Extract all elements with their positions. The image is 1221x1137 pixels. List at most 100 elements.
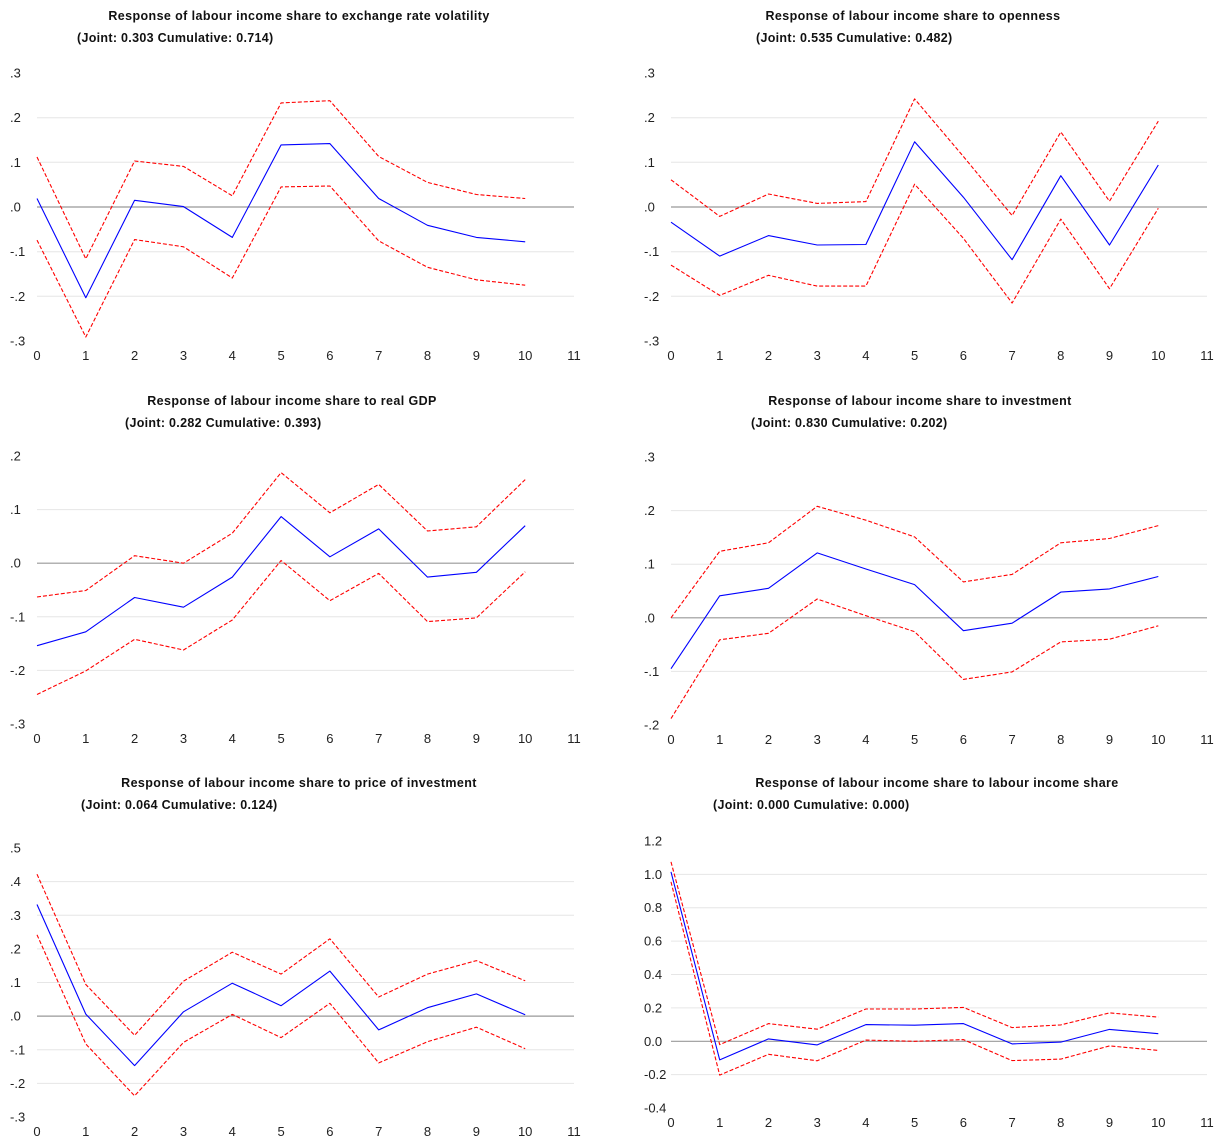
y-tick-label: .0 xyxy=(10,1009,21,1024)
y-tick-label: .1 xyxy=(10,502,21,517)
lower-band-line xyxy=(670,881,1159,1076)
y-tick-label: -.3 xyxy=(644,334,659,349)
x-tick-label: 5 xyxy=(911,1115,918,1130)
y-tick-label: .1 xyxy=(10,975,21,990)
chart-panel-investment: Response of labour income share to inves… xyxy=(621,385,1221,755)
y-tick-label: .0 xyxy=(644,200,655,215)
line-chart: -0.4 -0.2 0.0 0.2 0.4 0.6 0.8 1.0 1.2 0 1 2 3 4 5 6 7 8 9 1… xyxy=(644,834,1214,1131)
x-tick-label: 8 xyxy=(1057,348,1064,363)
y-tick-label: 0.2 xyxy=(644,1000,662,1015)
x-tick-label: 5 xyxy=(911,348,918,363)
x-tick-label: 10 xyxy=(518,731,532,746)
chart-subtitle: (Joint: 0.064 Cumulative: 0.124) xyxy=(81,798,278,812)
y-tick-label: .2 xyxy=(10,449,21,464)
chart-subtitle: (Joint: 0.535 Cumulative: 0.482) xyxy=(756,31,953,45)
x-tick-label: 8 xyxy=(424,731,431,746)
x-tick-label: 4 xyxy=(862,1115,869,1130)
x-tick-label: 3 xyxy=(180,348,187,363)
y-tick-label: -.3 xyxy=(10,334,25,349)
chart-title: Response of labour income share to excha… xyxy=(108,9,490,23)
y-tick-label: .4 xyxy=(10,874,21,889)
x-tick-label: 11 xyxy=(1200,348,1214,363)
x-tick-label: 11 xyxy=(1200,1115,1214,1130)
y-tick-label: 1.2 xyxy=(644,834,662,849)
chart-title: Response of labour income share to labou… xyxy=(755,776,1119,790)
y-tick-label: .0 xyxy=(644,610,655,625)
x-tick-label: 10 xyxy=(1151,1115,1165,1130)
chart-title: Response of labour income share to real … xyxy=(147,394,437,408)
line-chart: -.3 -.2 -.1 .0 .1 .2 .3 .4 .5 0 1 2 3 4 5 6 7 8 9 10 11 xyxy=(10,841,581,1137)
y-tick-label: 0.6 xyxy=(644,934,662,949)
x-tick-label: 11 xyxy=(1200,732,1214,747)
x-tick-label: 5 xyxy=(277,731,284,746)
x-tick-label: 8 xyxy=(1057,732,1064,747)
line-chart: -.3 -.2 -.1 .0 .1 .2 0 1 2 3 4 5 6 7 8 9 10 11 xyxy=(10,449,581,747)
y-tick-label: -.2 xyxy=(644,718,659,733)
y-tick-label: -.1 xyxy=(10,1042,25,1057)
x-tick-label: 9 xyxy=(1106,1115,1113,1130)
x-tick-label: 2 xyxy=(765,732,772,747)
response-line xyxy=(36,143,526,299)
chart-panel-openness: Response of labour income share to openn… xyxy=(621,0,1221,370)
chart-title: Response of labour income share to openn… xyxy=(765,9,1061,23)
chart-title: Response of labour income share to inves… xyxy=(768,394,1072,408)
y-tick-label: .2 xyxy=(10,110,21,125)
x-tick-label: 6 xyxy=(326,731,333,746)
y-tick-label: -.1 xyxy=(644,244,659,259)
x-tick-label: 4 xyxy=(862,348,869,363)
x-tick-label: 11 xyxy=(567,1124,581,1137)
y-tick-label: .0 xyxy=(10,556,21,571)
x-tick-label: 4 xyxy=(229,1124,236,1137)
x-tick-label: 9 xyxy=(473,731,480,746)
y-tick-label: -.3 xyxy=(10,717,25,732)
upper-band-line xyxy=(670,98,1159,217)
x-tick-label: 9 xyxy=(1106,732,1113,747)
lower-band-line xyxy=(36,185,526,338)
x-tick-label: 9 xyxy=(473,1124,480,1137)
y-tick-label: -0.2 xyxy=(644,1067,666,1082)
x-tick-label: 3 xyxy=(814,348,821,363)
x-tick-label: 5 xyxy=(911,732,918,747)
x-tick-label: 0 xyxy=(33,731,40,746)
y-tick-label: -.2 xyxy=(10,1076,25,1091)
x-tick-label: 6 xyxy=(326,348,333,363)
upper-band-line xyxy=(36,472,526,598)
x-tick-label: 10 xyxy=(518,348,532,363)
chart-panel-price-of-investment: Response of labour income share to price… xyxy=(0,767,600,1137)
y-tick-label: .3 xyxy=(10,908,21,923)
upper-band-line xyxy=(670,861,1159,1046)
x-tick-label: 3 xyxy=(180,731,187,746)
x-tick-label: 7 xyxy=(1008,732,1015,747)
x-tick-label: 7 xyxy=(375,1124,382,1137)
x-tick-label: 3 xyxy=(180,1124,187,1137)
upper-band-line xyxy=(36,100,526,260)
x-tick-label: 6 xyxy=(960,732,967,747)
x-tick-label: 6 xyxy=(960,348,967,363)
x-tick-label: 7 xyxy=(1008,348,1015,363)
y-tick-label: -.2 xyxy=(644,289,659,304)
x-tick-label: 4 xyxy=(229,731,236,746)
x-tick-label: 11 xyxy=(567,731,581,746)
x-tick-label: 0 xyxy=(33,348,40,363)
y-tick-label: -.1 xyxy=(10,609,25,624)
chart-panel-real-gdp: Response of labour income share to real … xyxy=(0,385,600,755)
y-tick-label: .3 xyxy=(10,66,21,81)
response-line xyxy=(36,904,526,1067)
y-tick-label: -.3 xyxy=(10,1110,25,1125)
x-tick-label: 7 xyxy=(375,731,382,746)
x-tick-label: 1 xyxy=(82,1124,89,1137)
x-tick-label: 10 xyxy=(1151,348,1165,363)
response-line xyxy=(670,141,1159,261)
x-tick-label: 3 xyxy=(814,1115,821,1130)
x-tick-label: 0 xyxy=(667,348,674,363)
x-tick-label: 1 xyxy=(716,732,723,747)
x-tick-label: 10 xyxy=(518,1124,532,1137)
y-tick-label: .2 xyxy=(10,941,21,956)
x-tick-label: 6 xyxy=(326,1124,333,1137)
y-tick-label: .5 xyxy=(10,841,21,856)
x-tick-label: 4 xyxy=(862,732,869,747)
y-tick-label: 1.0 xyxy=(644,867,662,882)
x-tick-label: 2 xyxy=(765,348,772,363)
lower-band-line xyxy=(36,934,526,1097)
x-tick-label: 9 xyxy=(473,348,480,363)
